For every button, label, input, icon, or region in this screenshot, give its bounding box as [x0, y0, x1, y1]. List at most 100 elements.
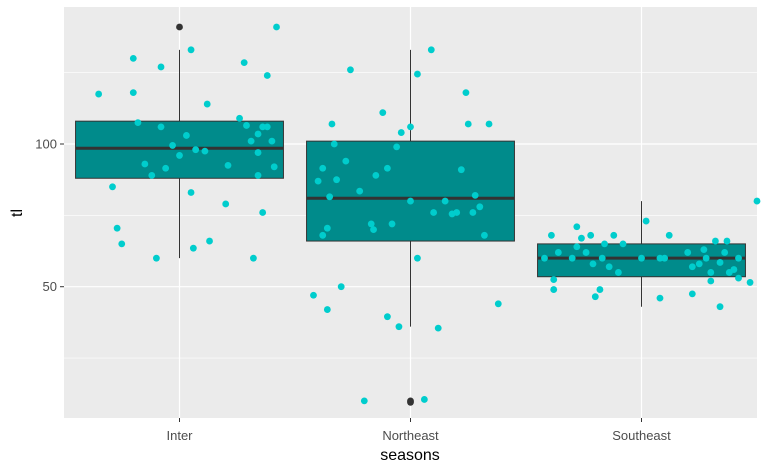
data-point — [661, 254, 668, 262]
data-point — [328, 120, 336, 128]
outlier-point — [407, 398, 414, 406]
data-point — [187, 46, 195, 54]
data-point — [148, 171, 156, 179]
data-point — [684, 249, 692, 256]
data-point — [605, 263, 613, 271]
data-point — [494, 300, 502, 308]
data-point — [723, 237, 731, 245]
data-point — [462, 89, 470, 97]
data-point — [236, 114, 243, 122]
data-point — [273, 23, 280, 31]
data-point — [753, 197, 761, 205]
x-tick-label: Northeast — [382, 428, 439, 443]
data-point — [129, 89, 137, 97]
data-point — [310, 291, 317, 299]
data-point — [388, 220, 396, 228]
data-point — [464, 120, 472, 128]
outlier-point — [176, 23, 183, 31]
data-point — [716, 259, 724, 266]
data-point — [485, 120, 493, 128]
data-point — [712, 237, 719, 245]
data-point — [367, 220, 375, 228]
data-point — [384, 313, 391, 321]
data-point — [407, 197, 414, 205]
data-point — [347, 66, 354, 74]
y-tick-label: 100 — [35, 137, 57, 152]
data-point — [141, 160, 149, 168]
data-point — [469, 209, 477, 216]
data-point — [254, 149, 262, 156]
data-point — [250, 254, 257, 262]
data-point — [393, 143, 401, 151]
data-point — [700, 246, 708, 254]
data-point — [434, 324, 442, 332]
data-point — [573, 243, 581, 251]
data-point — [169, 142, 176, 149]
box-iqr — [306, 140, 515, 242]
data-point — [263, 72, 271, 79]
data-point — [721, 249, 729, 256]
box-layer — [75, 23, 746, 406]
data-point — [254, 130, 262, 138]
x-axis: Inter Northeast Southeast — [166, 418, 671, 443]
data-point — [201, 147, 209, 155]
data-point — [379, 109, 387, 117]
data-point — [192, 146, 200, 154]
data-point — [589, 260, 597, 268]
data-point — [587, 231, 595, 239]
data-point — [420, 396, 428, 403]
data-point — [414, 70, 421, 78]
x-tick-label: Inter — [166, 428, 193, 443]
data-point — [707, 277, 715, 285]
data-point — [481, 231, 488, 239]
data-point — [615, 269, 622, 276]
data-point — [541, 254, 548, 262]
data-point — [176, 152, 183, 159]
jitter-points — [95, 23, 761, 405]
data-point — [457, 166, 465, 174]
data-point — [568, 254, 576, 262]
data-point — [598, 254, 606, 262]
data-point — [550, 286, 558, 293]
data-point — [203, 100, 211, 108]
data-point — [95, 90, 103, 98]
data-point — [395, 323, 403, 331]
data-point — [471, 191, 479, 199]
data-point — [129, 54, 137, 62]
data-point — [326, 193, 334, 201]
data-point — [270, 163, 278, 171]
data-point — [716, 303, 724, 311]
data-point — [427, 46, 435, 54]
data-point — [162, 164, 170, 172]
data-point — [189, 244, 197, 252]
data-point — [333, 176, 340, 184]
box-northeast — [306, 49, 515, 406]
data-point — [240, 59, 248, 67]
box-inter — [75, 23, 284, 259]
data-point — [206, 237, 213, 245]
data-point — [730, 266, 738, 273]
data-point — [157, 123, 165, 131]
data-point — [360, 397, 368, 405]
data-point — [157, 63, 165, 71]
data-point — [642, 217, 650, 225]
data-point — [323, 224, 331, 232]
data-point — [113, 224, 121, 232]
y-axis: 50 100 — [35, 137, 64, 294]
data-point — [187, 189, 195, 196]
data-point — [118, 240, 126, 248]
data-point — [330, 140, 338, 148]
x-tick-label: Southeast — [612, 428, 671, 443]
data-point — [430, 209, 437, 216]
y-tick-label: 50 — [43, 279, 57, 294]
data-point — [441, 197, 449, 205]
data-point — [254, 171, 262, 179]
data-point — [259, 209, 267, 216]
data-point — [370, 226, 377, 234]
data-point — [323, 306, 331, 313]
data-point — [707, 269, 715, 276]
x-axis-title: seasons — [380, 447, 440, 464]
data-point — [550, 276, 558, 283]
data-point — [397, 129, 405, 136]
